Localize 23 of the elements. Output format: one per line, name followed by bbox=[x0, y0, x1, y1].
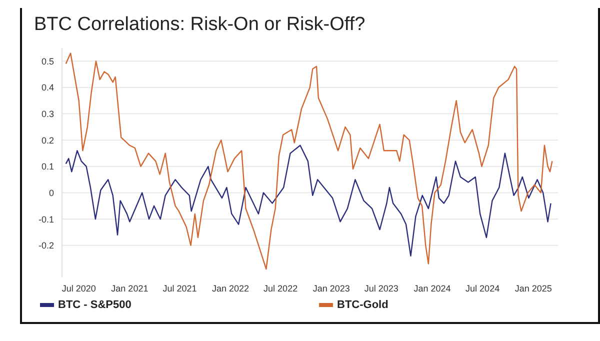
chart-title: BTC Correlations: Risk-On or Risk-Off? bbox=[33, 13, 366, 37]
y-tick-label: 0.2 bbox=[41, 135, 54, 146]
y-tick-label: -0.1 bbox=[38, 214, 54, 224]
x-tick-label: Jan 2022 bbox=[212, 283, 250, 294]
x-tick-label: Jan 2025 bbox=[514, 283, 552, 294]
line-series bbox=[65, 144, 552, 257]
legend-label: BTC-Gold bbox=[337, 299, 388, 311]
y-tick-label: -0.2 bbox=[38, 240, 54, 251]
x-tick-label: Jan 2021 bbox=[111, 283, 148, 294]
x-tick-label: Jul 2024 bbox=[466, 283, 500, 294]
y-tick-label: 0.4 bbox=[41, 82, 54, 93]
y-tick-label: 0.1 bbox=[41, 162, 54, 172]
x-tick-label: Jul 2021 bbox=[162, 283, 197, 294]
line-series bbox=[65, 52, 553, 270]
y-tick-label: 0.5 bbox=[41, 56, 54, 66]
y-tick-label: 0 bbox=[48, 188, 54, 198]
x-tick-label: Jan 2024 bbox=[414, 283, 451, 294]
x-tick-label: Jul 2020 bbox=[62, 283, 96, 294]
x-tick-label: Jan 2023 bbox=[312, 283, 350, 294]
y-tick-label: 0.3 bbox=[41, 109, 54, 119]
x-tick-label: Jul 2023 bbox=[364, 283, 398, 294]
legend-label: BTC - S&P500 bbox=[58, 299, 132, 311]
x-tick-label: Jul 2022 bbox=[264, 283, 298, 294]
